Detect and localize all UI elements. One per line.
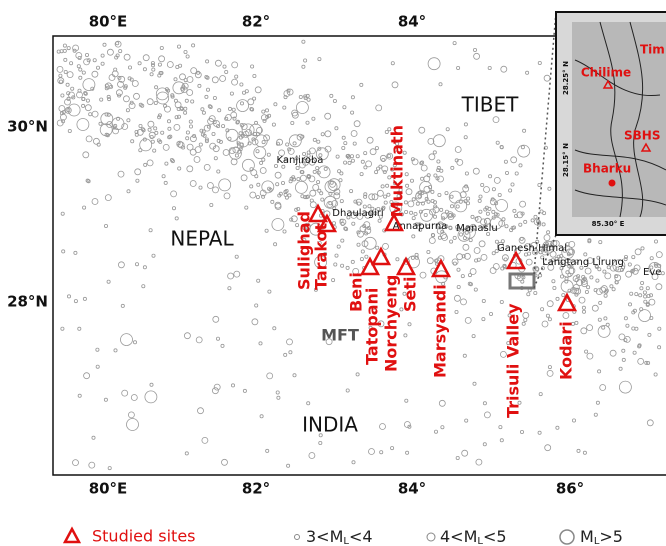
site-label: Tarakot	[312, 222, 331, 290]
fault-label: MFT	[321, 326, 359, 345]
lon-label: 82°	[242, 480, 270, 498]
legend-triangle	[65, 529, 79, 542]
site-label: Muktinath	[388, 125, 407, 217]
place-label: Eve	[643, 267, 661, 278]
site-label: Seti	[401, 276, 420, 312]
lat-label: 28°N	[7, 293, 48, 311]
legend-circle	[427, 533, 435, 541]
lat-label: 30°N	[7, 118, 48, 136]
legend-circle	[560, 530, 574, 544]
legend-label: 4<ML<5	[440, 527, 507, 546]
region-label: TIBET	[461, 93, 519, 117]
inset-site: Tim	[640, 43, 665, 57]
place-label: Ganesh Himal	[497, 243, 567, 254]
region-label: NEPAL	[170, 227, 234, 251]
inset: 28.25° N 28.15° N 85.30° E Chilime Tim S…	[556, 12, 666, 235]
lon-label: 84°	[398, 480, 426, 498]
region-label: INDIA	[302, 413, 358, 437]
lon-label: 80°E	[89, 480, 128, 498]
site-label: Tatopani	[363, 288, 382, 365]
inset-lat: 28.15° N	[562, 143, 570, 177]
place-label: Kanjiroba	[277, 155, 324, 166]
place-label: Manaslu	[456, 223, 498, 234]
legend-label: ML>5	[580, 527, 623, 546]
lon-label: 84°	[398, 13, 426, 31]
legend-label: 3<ML<4	[306, 527, 373, 546]
site-label: Kodari	[557, 321, 576, 380]
inset-site-marker	[609, 180, 616, 187]
place-label: Dhaulagiri	[332, 208, 383, 219]
lon-label: 80°E	[89, 13, 128, 31]
inset-site: Bharku	[583, 162, 631, 176]
lon-label: 82°	[242, 13, 270, 31]
inset-site: SBHS	[624, 129, 660, 143]
site-label: Marsyandi	[431, 284, 450, 378]
inset-site: Chilime	[581, 66, 631, 80]
legend-label: Studied sites	[92, 527, 196, 546]
place-label: Langtang Lirung	[542, 257, 624, 268]
legend-circle	[295, 535, 300, 540]
site-label: Norchyeng	[382, 275, 401, 372]
inset-lon: 85.30° E	[592, 220, 625, 228]
map: 80°E 82° 84° 80°E 82° 84° 86° 30°N 28°N …	[0, 0, 666, 546]
legend: Studied sites 3<ML<4 4<ML<5 ML>5	[65, 527, 623, 546]
inset-lat: 28.25° N	[562, 61, 570, 95]
lon-label: 86°	[556, 480, 584, 498]
site-label: Trisuli Valley	[504, 303, 523, 418]
